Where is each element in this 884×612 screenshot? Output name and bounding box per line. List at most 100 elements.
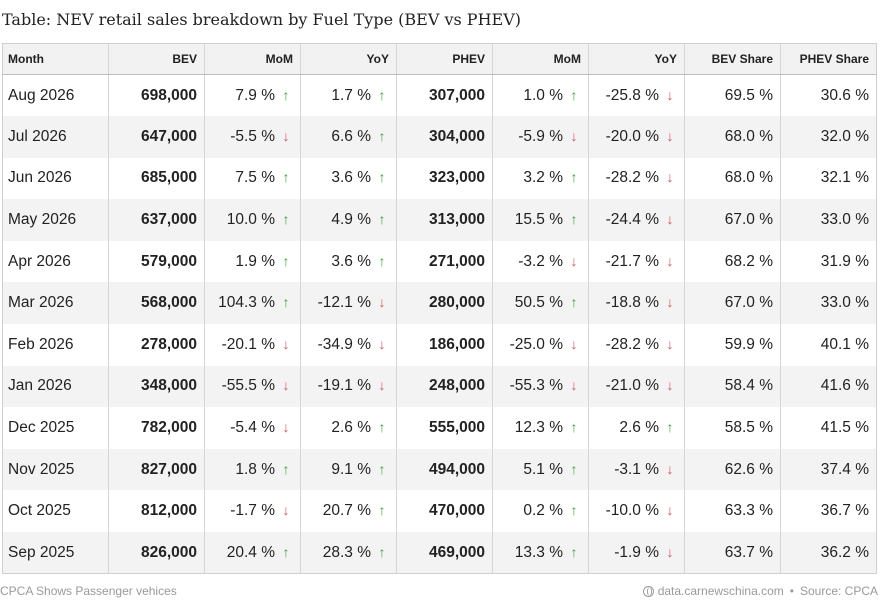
- cell-bev-value: 278,000: [140, 335, 197, 353]
- footer-site[interactable]: data.carnewschina.com: [657, 584, 784, 598]
- cell-bev-mom: -55.5 % ↓: [204, 365, 301, 408]
- cell-bev-value: 579,000: [140, 252, 197, 270]
- cell-bev-yoy-value: 2.6 %: [331, 419, 371, 437]
- cell-phev-yoy-value: -18.8 %: [605, 294, 659, 312]
- cell-phev-share-value: 41.5 %: [820, 419, 869, 437]
- cell-bev-mom: 20.4 % ↑: [204, 532, 301, 574]
- cell-phev-mom-value: 13.3 %: [514, 543, 563, 561]
- cell-bev: 568,000: [108, 282, 205, 325]
- cell-phev-yoy-value: -25.8 %: [605, 86, 659, 104]
- column-header-phev: PHEV: [396, 43, 493, 75]
- cell-phev-mom: -55.3 % ↓: [492, 365, 589, 408]
- arrow-down-icon: ↓: [570, 252, 578, 269]
- cell-phev-yoy: 2.6 % ↑: [588, 407, 685, 449]
- cell-bev-yoy-value: 4.9 %: [331, 211, 371, 229]
- table-row: Jun 2026 685,000 7.5 % ↑ 3.6 % ↑ 323,000 3.2 % ↑…: [2, 157, 877, 200]
- cell-bev-yoy-value: 3.6 %: [331, 252, 371, 270]
- footer-source: data.carnewschina.com • Source: CPCA: [642, 584, 878, 598]
- cell-month-value: May 2026: [8, 211, 77, 229]
- cell-phev-share: 32.1 %: [781, 158, 877, 200]
- arrow-down-icon: ↓: [666, 86, 674, 103]
- column-header-month: Month: [2, 43, 109, 75]
- arrow-up-icon: ↑: [378, 86, 386, 103]
- cell-phev-share-value: 36.7 %: [820, 502, 869, 520]
- cell-phev-mom-value: 15.5 %: [514, 211, 563, 229]
- cell-bev-mom-value: 1.9 %: [235, 252, 275, 270]
- cell-phev-yoy: -28.2 % ↓: [588, 324, 685, 366]
- arrow-up-icon: ↑: [378, 211, 386, 228]
- cell-phev-share-value: 36.2 %: [820, 543, 869, 561]
- cell-bev-value: 827,000: [140, 460, 197, 478]
- cell-bev-yoy: 9.1 % ↑: [300, 448, 397, 491]
- arrow-down-icon: ↓: [666, 169, 674, 186]
- cell-phev-share: 32.0 %: [780, 116, 877, 158]
- cell-phev-yoy-value: -20.0 %: [605, 127, 659, 145]
- cell-phev-share: 37.4 %: [780, 448, 877, 491]
- cell-phev-value: 469,000: [428, 543, 485, 561]
- column-header-bev-yoy: YoY: [300, 43, 397, 75]
- cell-phev-mom: -25.0 % ↓: [492, 324, 589, 366]
- cell-bev-share: 69.5 %: [684, 74, 781, 117]
- cell-phev: 470,000: [396, 490, 493, 533]
- cell-bev-value: 685,000: [140, 169, 197, 187]
- cell-phev-mom-value: -25.0 %: [509, 335, 563, 353]
- cell-phev-value: 470,000: [428, 502, 485, 520]
- cell-bev: 348,000: [108, 365, 205, 408]
- cell-phev-yoy: -21.7 % ↓: [588, 240, 685, 283]
- column-header-bev-mom: MoM: [204, 43, 301, 75]
- arrow-up-icon: ↑: [570, 543, 578, 560]
- cell-bev-mom-value: -55.5 %: [221, 377, 275, 395]
- cell-bev-mom-value: -5.4 %: [230, 419, 275, 437]
- cell-month-value: Dec 2025: [8, 419, 75, 437]
- arrow-down-icon: ↓: [666, 335, 674, 352]
- cell-bev-share-value: 62.6 %: [724, 460, 773, 478]
- table-row: Apr 2026 579,000 1.9 % ↑ 3.6 % ↑ 271,000 -3.2 %…: [2, 240, 877, 283]
- table-row: Jan 2026 348,000 -55.5 % ↓ -19.1 % ↓ 248,000 -5…: [2, 365, 877, 408]
- cell-bev: 647,000: [108, 116, 205, 158]
- cell-phev-yoy: -28.2 % ↓: [588, 157, 685, 200]
- cell-month: Oct 2025: [2, 490, 109, 533]
- cell-bev-yoy-value: 28.3 %: [322, 543, 371, 561]
- cell-phev-share-value: 40.1 %: [820, 335, 869, 353]
- arrow-down-icon: ↓: [666, 460, 674, 477]
- cell-phev-share: 40.1 %: [781, 324, 877, 366]
- cell-phev-mom-value: -3.2 %: [518, 252, 563, 270]
- arrow-down-icon: ↓: [282, 502, 290, 519]
- cell-bev-yoy: 4.9 % ↑: [300, 199, 397, 241]
- arrow-up-icon: ↑: [378, 419, 386, 436]
- cell-month: Dec 2025: [2, 407, 109, 449]
- cell-phev-mom: 0.2 % ↑: [492, 490, 589, 533]
- cell-bev-yoy-value: -34.9 %: [317, 335, 371, 353]
- cell-phev-value: 304,000: [428, 127, 485, 145]
- cell-bev-mom-value: -5.5 %: [230, 127, 275, 145]
- cell-bev: 782,000: [108, 407, 205, 449]
- arrow-down-icon: ↓: [570, 377, 578, 394]
- cell-bev-mom: -5.5 % ↓: [204, 116, 301, 158]
- cell-month: May 2026: [2, 199, 109, 241]
- cell-bev-mom: 104.3 % ↑: [204, 282, 301, 325]
- cell-bev-share: 63.3 %: [684, 490, 781, 533]
- cell-month-value: Apr 2026: [8, 252, 71, 270]
- cell-bev: 698,000: [108, 74, 205, 117]
- cell-bev-mom: 10.0 % ↑: [204, 199, 301, 241]
- cell-phev-mom: 5.1 % ↑: [492, 448, 589, 491]
- table-row: Feb 2026 278,000 -20.1 % ↓ -34.9 % ↓ 186,000 -2…: [2, 324, 877, 366]
- cell-bev-share: 63.7 %: [684, 532, 781, 574]
- column-header-phev-yoy: YoY: [588, 43, 685, 75]
- cell-bev-share: 68.0 %: [684, 157, 781, 200]
- cell-month: Aug 2026: [2, 74, 109, 117]
- arrow-down-icon: ↓: [666, 294, 674, 311]
- arrow-up-icon: ↑: [570, 502, 578, 519]
- arrow-up-icon: ↑: [282, 169, 290, 186]
- cell-phev: 494,000: [396, 448, 493, 491]
- cell-phev-mom-value: -5.9 %: [518, 127, 563, 145]
- arrow-down-icon: ↓: [570, 127, 578, 144]
- cell-month-value: Sep 2025: [8, 543, 75, 561]
- cell-phev-mom-value: 3.2 %: [523, 169, 563, 187]
- cell-bev-yoy: -34.9 % ↓: [300, 324, 397, 366]
- cell-phev: 555,000: [396, 407, 493, 449]
- cell-phev-mom-value: 50.5 %: [514, 294, 563, 312]
- arrow-down-icon: ↓: [666, 377, 674, 394]
- arrow-up-icon: ↑: [570, 211, 578, 228]
- arrow-up-icon: ↑: [378, 460, 386, 477]
